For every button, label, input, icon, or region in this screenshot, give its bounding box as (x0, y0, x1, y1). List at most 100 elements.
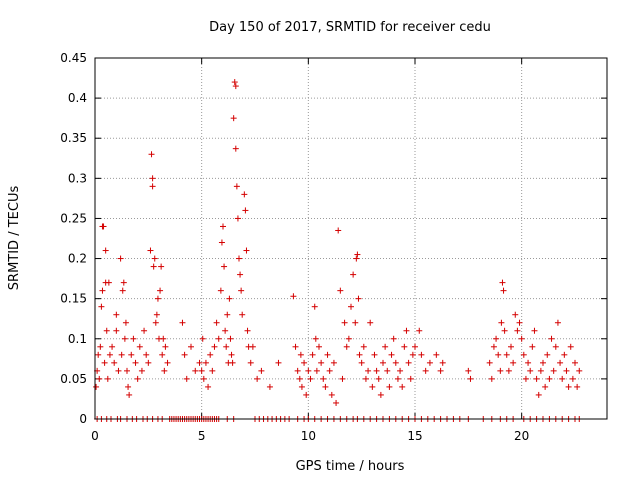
data-point (118, 351, 125, 358)
data-point (138, 367, 145, 374)
data-point (343, 343, 350, 350)
data-point (493, 335, 500, 342)
data-point (125, 383, 132, 390)
data-point (401, 343, 408, 350)
data-point (375, 375, 382, 382)
data-point (508, 343, 514, 350)
data-point (298, 383, 305, 390)
data-point (215, 335, 222, 342)
data-points (93, 79, 583, 422)
data-point (399, 383, 406, 390)
data-point (97, 343, 104, 350)
data-point (394, 375, 401, 382)
data-point (147, 247, 154, 254)
y-tick-label: 0.1 (68, 332, 87, 346)
data-point (407, 375, 414, 382)
x-axis-ticks: 0 5 10 15 20 (91, 58, 529, 443)
data-point (339, 375, 346, 382)
data-point (158, 263, 165, 270)
data-point (101, 359, 108, 366)
data-point (548, 335, 555, 342)
data-point (305, 367, 312, 374)
y-tick-label: 0.35 (60, 131, 87, 145)
data-point (501, 327, 508, 334)
data-point (388, 351, 395, 358)
data-point (497, 367, 504, 374)
data-point (132, 359, 139, 366)
data-point (217, 287, 224, 294)
data-point (183, 375, 190, 382)
data-point (220, 223, 226, 230)
data-point (160, 335, 167, 342)
data-point (561, 351, 568, 358)
data-point (150, 263, 157, 270)
data-point (550, 367, 557, 374)
data-point (569, 375, 576, 382)
data-point (326, 367, 333, 374)
chart-title: Day 150 of 2017, SRMTID for receiver ced… (209, 20, 491, 35)
data-point (345, 335, 352, 342)
data-point (514, 327, 521, 334)
data-point (335, 227, 342, 234)
data-point (154, 295, 161, 302)
data-point (151, 255, 158, 262)
data-point (145, 359, 152, 366)
data-point (303, 391, 310, 398)
data-point (318, 359, 325, 366)
data-point (292, 343, 299, 350)
y-tick-label: 0.2 (68, 252, 87, 266)
data-point (222, 327, 229, 334)
data-point (563, 367, 570, 374)
data-point (572, 359, 578, 366)
data-point (275, 359, 282, 366)
data-point (416, 327, 423, 334)
data-point (367, 319, 374, 326)
data-point (143, 351, 150, 358)
data-point (242, 207, 249, 214)
data-point (207, 351, 214, 358)
data-point (296, 375, 303, 382)
data-point (552, 343, 559, 350)
data-point (433, 351, 440, 358)
data-point (228, 351, 235, 358)
data-point (258, 367, 265, 374)
data-point (330, 359, 337, 366)
data-point (356, 351, 363, 358)
data-point (559, 375, 566, 382)
data-point (229, 359, 236, 366)
data-point (362, 375, 369, 382)
x-axis-label: GPS time / hours (296, 459, 405, 474)
data-point (382, 343, 389, 350)
data-point (230, 115, 237, 122)
data-point (522, 375, 529, 382)
data-point (196, 359, 203, 366)
x-tick-label: 0 (91, 429, 99, 443)
data-point (134, 375, 141, 382)
data-point (311, 303, 318, 310)
data-point (120, 279, 127, 286)
data-point (159, 351, 166, 358)
data-point (119, 287, 126, 294)
data-point (324, 351, 331, 358)
data-point (99, 287, 106, 294)
data-point (352, 319, 359, 326)
data-point (320, 375, 327, 382)
data-point (141, 327, 148, 334)
data-point (486, 359, 493, 366)
data-point (205, 383, 212, 390)
data-point (93, 383, 100, 390)
data-point (198, 367, 205, 374)
data-point (369, 383, 376, 390)
data-point (106, 351, 113, 358)
x-tick-label: 5 (198, 429, 206, 443)
data-point (348, 303, 354, 310)
data-point (467, 375, 474, 382)
y-tick-label: 0.4 (68, 91, 87, 105)
data-point (341, 319, 348, 326)
data-point (397, 367, 404, 374)
x-tick-label: 20 (514, 429, 529, 443)
data-point (426, 359, 433, 366)
x-tick-label: 15 (407, 429, 422, 443)
data-point (224, 311, 231, 318)
